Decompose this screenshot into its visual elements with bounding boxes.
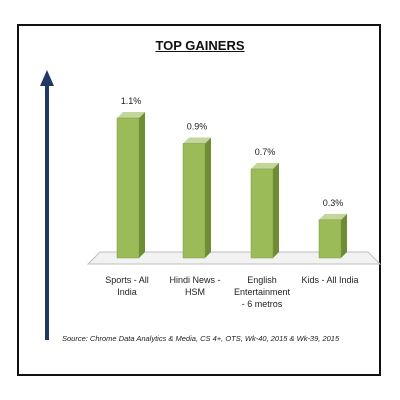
- chart-title: TOP GAINERS: [155, 38, 245, 53]
- bar: [182, 143, 206, 259]
- data-label: 0.7%: [255, 147, 276, 157]
- category-label: Sports - All: [105, 275, 149, 285]
- chart-floor: [86, 251, 382, 265]
- category-label: Hindi News -: [169, 275, 220, 285]
- up-arrow-icon: [40, 70, 54, 340]
- source-note: Source: Chrome Data Analytics & Media, C…: [62, 334, 340, 343]
- category-label: Kids - All India: [301, 275, 358, 285]
- category-label: India: [117, 287, 137, 297]
- bar-side: [273, 162, 279, 258]
- bars: [116, 112, 347, 259]
- bar-top: [183, 137, 211, 144]
- bar: [250, 168, 274, 259]
- floor-plane: [86, 251, 382, 265]
- data-label: 0.3%: [323, 198, 344, 208]
- bar-top: [319, 213, 347, 220]
- bar-side: [341, 213, 347, 258]
- bar-side: [205, 137, 211, 258]
- arrow-head: [40, 70, 54, 86]
- bar-top: [117, 112, 145, 118]
- bar: [116, 117, 140, 259]
- data-label: 1.1%: [121, 96, 142, 106]
- category-label: Entertainment: [234, 287, 291, 297]
- bar-side: [139, 112, 145, 258]
- bar-top: [251, 162, 279, 169]
- bar: [318, 219, 342, 259]
- data-label: 0.9%: [187, 121, 208, 131]
- category-label: HSM: [185, 287, 205, 297]
- labels: 1.1% Sports - All India 0.9% Hindi News - HSM…: [105, 96, 358, 309]
- category-label: English: [247, 275, 277, 285]
- category-label: - 6 metros: [242, 299, 283, 309]
